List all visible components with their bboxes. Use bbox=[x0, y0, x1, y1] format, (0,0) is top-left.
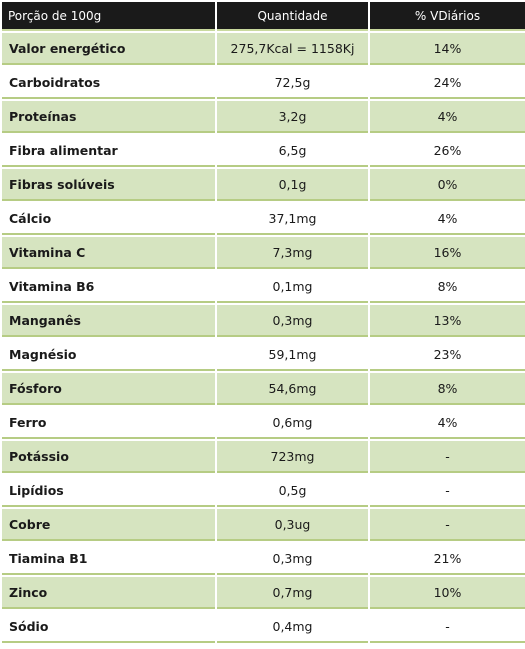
nutrient-quantity: 72,5g bbox=[217, 67, 368, 99]
header-quantity: Quantidade bbox=[217, 2, 368, 31]
nutrient-name: Cobre bbox=[2, 509, 215, 541]
table-row: Lipídios 0,5g - bbox=[2, 475, 525, 507]
table-row: Sódio 0,4mg - bbox=[2, 611, 525, 643]
nutrient-daily-value: 4% bbox=[370, 101, 525, 133]
nutrient-daily-value: - bbox=[370, 611, 525, 643]
table-row: Fósforo 54,6mg 8% bbox=[2, 373, 525, 405]
nutrient-name: Potássio bbox=[2, 441, 215, 473]
nutrient-name: Carboidratos bbox=[2, 67, 215, 99]
table-row: Zinco 0,7mg 10% bbox=[2, 577, 525, 609]
nutrient-name: Vitamina B6 bbox=[2, 271, 215, 303]
nutrient-quantity: 54,6mg bbox=[217, 373, 368, 405]
table-row: Manganês 0,3mg 13% bbox=[2, 305, 525, 337]
nutrient-name: Valor energético bbox=[2, 33, 215, 65]
nutrient-name: Manganês bbox=[2, 305, 215, 337]
nutrient-daily-value: 10% bbox=[370, 577, 525, 609]
table-header-row: Porção de 100g Quantidade % VDiários bbox=[2, 2, 525, 31]
nutrient-daily-value: 4% bbox=[370, 407, 525, 439]
nutrient-name: Proteínas bbox=[2, 101, 215, 133]
nutrient-name: Fibra alimentar bbox=[2, 135, 215, 167]
table-row: Cálcio 37,1mg 4% bbox=[2, 203, 525, 235]
nutrient-daily-value: 24% bbox=[370, 67, 525, 99]
nutrient-quantity: 0,3mg bbox=[217, 543, 368, 575]
nutrient-quantity: 0,3mg bbox=[217, 305, 368, 337]
table-row: Vitamina C 7,3mg 16% bbox=[2, 237, 525, 269]
nutrient-daily-value: 26% bbox=[370, 135, 525, 167]
table-row: Cobre 0,3ug - bbox=[2, 509, 525, 541]
header-daily-value: % VDiários bbox=[370, 2, 525, 31]
nutrient-name: Magnésio bbox=[2, 339, 215, 371]
nutrient-name: Cálcio bbox=[2, 203, 215, 235]
nutrient-daily-value: 0% bbox=[370, 169, 525, 201]
nutrient-daily-value: 23% bbox=[370, 339, 525, 371]
nutrient-daily-value: 4% bbox=[370, 203, 525, 235]
nutrient-quantity: 59,1mg bbox=[217, 339, 368, 371]
table-row: Magnésio 59,1mg 23% bbox=[2, 339, 525, 371]
nutrient-name: Fibras solúveis bbox=[2, 169, 215, 201]
nutrient-quantity: 3,2g bbox=[217, 101, 368, 133]
nutrient-daily-value: 8% bbox=[370, 373, 525, 405]
nutrient-quantity: 0,1g bbox=[217, 169, 368, 201]
nutrient-daily-value: 21% bbox=[370, 543, 525, 575]
nutrient-name: Vitamina C bbox=[2, 237, 215, 269]
table-row: Proteínas 3,2g 4% bbox=[2, 101, 525, 133]
nutrient-daily-value: - bbox=[370, 475, 525, 507]
nutrient-name: Ferro bbox=[2, 407, 215, 439]
nutrient-quantity: 275,7Kcal = 1158Kj bbox=[217, 33, 368, 65]
table-row: Fibras solúveis 0,1g 0% bbox=[2, 169, 525, 201]
nutrient-quantity: 37,1mg bbox=[217, 203, 368, 235]
table-row: Fibra alimentar 6,5g 26% bbox=[2, 135, 525, 167]
nutrient-quantity: 0,4mg bbox=[217, 611, 368, 643]
nutrient-quantity: 0,3ug bbox=[217, 509, 368, 541]
nutrient-quantity: 0,6mg bbox=[217, 407, 368, 439]
nutrient-daily-value: - bbox=[370, 441, 525, 473]
header-portion: Porção de 100g bbox=[2, 2, 215, 31]
nutrient-quantity: 6,5g bbox=[217, 135, 368, 167]
table-row: Ferro 0,6mg 4% bbox=[2, 407, 525, 439]
nutrient-name: Tiamina B1 bbox=[2, 543, 215, 575]
table-row: Potássio 723mg - bbox=[2, 441, 525, 473]
table-row: Valor energético 275,7Kcal = 1158Kj 14% bbox=[2, 33, 525, 65]
nutrient-daily-value: 13% bbox=[370, 305, 525, 337]
nutrient-name: Zinco bbox=[2, 577, 215, 609]
nutrient-daily-value: - bbox=[370, 509, 525, 541]
nutrient-quantity: 723mg bbox=[217, 441, 368, 473]
table-row: Carboidratos 72,5g 24% bbox=[2, 67, 525, 99]
nutrient-quantity: 0,5g bbox=[217, 475, 368, 507]
nutrient-name: Sódio bbox=[2, 611, 215, 643]
nutrient-name: Fósforo bbox=[2, 373, 215, 405]
nutrient-quantity: 7,3mg bbox=[217, 237, 368, 269]
nutrient-daily-value: 8% bbox=[370, 271, 525, 303]
nutrient-daily-value: 16% bbox=[370, 237, 525, 269]
table-row: Vitamina B6 0,1mg 8% bbox=[2, 271, 525, 303]
nutrient-quantity: 0,1mg bbox=[217, 271, 368, 303]
table-row: Tiamina B1 0,3mg 21% bbox=[2, 543, 525, 575]
nutrient-name: Lipídios bbox=[2, 475, 215, 507]
nutrient-quantity: 0,7mg bbox=[217, 577, 368, 609]
nutrient-daily-value: 14% bbox=[370, 33, 525, 65]
